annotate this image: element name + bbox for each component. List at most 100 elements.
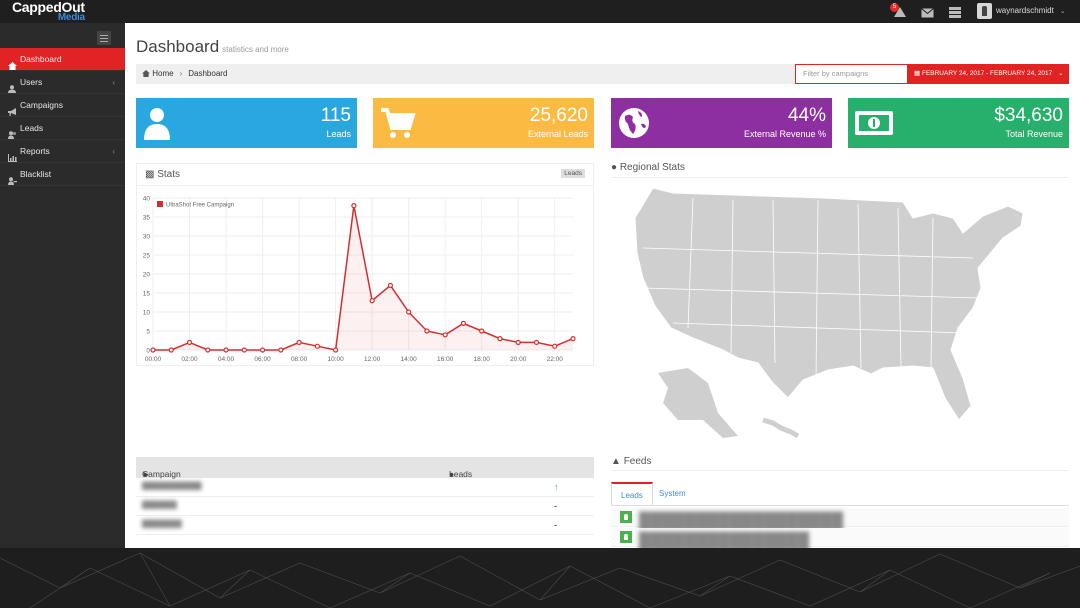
sidebar-item-reports[interactable]: Reports ‹ [0,140,125,163]
sidebar-item-dashboard[interactable]: Dashboard [0,48,131,71]
breadcrumb-separator: › [179,69,183,78]
users-icon [8,125,16,139]
data-point [205,347,211,353]
tab-leads[interactable]: Leads [611,482,653,506]
chevron-down-icon: ⌄ [1058,70,1064,77]
redacted-cell: ████████ [142,521,182,528]
data-point [223,347,229,353]
stat-value: 25,620 [529,105,588,126]
data-point [241,347,247,353]
users-icon: ● [449,469,455,479]
campaign-filter-input[interactable]: Filter by campaigns [795,64,908,84]
chevron-left-icon: ‹ [112,147,115,156]
page-subtitle: statistics and more [222,45,289,54]
x-tick-label: 00:00 [145,356,162,363]
data-point [278,347,284,353]
home-icon [142,65,150,85]
stat-value: 44% [787,105,826,126]
regional-stats-title: ● Regional Stats [611,162,685,173]
data-point [497,336,503,342]
y-tick-label: 15 [143,291,151,298]
data-point [406,309,412,315]
data-point [552,343,558,349]
date-range-button[interactable]: ▦ FEBRUARY 24, 2017 - FEBRUARY 24, 2017 … [908,64,1069,84]
column-header-label: Campaign [142,469,181,479]
stat-label: External Leads [527,129,588,139]
sidebar-item-label: Dashboard [20,54,62,64]
chevron-left-icon: ‹ [112,78,115,87]
bullhorn-icon: ► [142,469,151,479]
table-row[interactable]: ████████ - [136,516,594,535]
stats-title-text: Stats [157,169,181,180]
stat-box-external-leads: 25,620 External Leads [373,98,594,148]
table-row[interactable]: ████████████ ↑ [136,478,594,497]
us-map[interactable] [633,188,1033,440]
sidebar-item-label: Campaigns [20,100,63,110]
series-area [153,205,573,350]
data-point [333,347,339,353]
stat-box-total-revenue: $34,630 Total Revenue [848,98,1069,148]
x-tick-label: 06:00 [254,356,271,363]
x-tick-label: 12:00 [364,356,381,363]
data-point [387,282,393,289]
breadcrumb-current: Dashboard [188,69,228,78]
mail-icon[interactable] [921,5,935,18]
page-title: Dashboard statistics and more [136,37,289,57]
sidebar-item-label: Reports [20,146,50,156]
bar-chart-icon: ▩ [145,169,155,180]
y-tick-label: 35 [143,215,151,222]
redacted-cell: ████████████ [142,483,202,490]
tasks-icon[interactable] [949,5,963,18]
sidebar-toggle-button[interactable] [97,31,111,45]
sidebar-item-label: Users [20,77,43,87]
column-header-label: Leads [449,469,473,479]
logo-sub: Media [57,12,85,23]
y-tick-label: 20 [143,272,151,279]
feed-item[interactable]: ███████████████ [611,528,1069,548]
sidebar: Dashboard Users ‹ Campaigns Leads Report… [0,23,131,548]
notification-badge: 5 [890,3,899,12]
stat-label: Leads [326,129,351,139]
data-point [424,328,430,334]
sidebar-item-users[interactable]: Users ‹ [0,71,125,94]
feed-item[interactable]: ██████████████████ [611,508,1069,530]
user-menu[interactable]: waynardschmidt ⌄ [996,6,1066,15]
x-tick-label: 10:00 [327,356,344,363]
y-tick-label: 10 [143,310,151,317]
table-header: ► Campaign ● Leads [136,457,594,479]
data-point [168,347,174,353]
feeds-title-text: Feeds [623,456,652,467]
table-row[interactable]: ███████ - [136,497,594,516]
sidebar-item-leads[interactable]: Leads [0,117,125,140]
x-tick-label: 04:00 [218,356,235,363]
trend-neutral-icon: - [554,501,557,511]
redacted-cell: ██████████████████ [639,513,844,530]
bar-chart-icon [8,148,17,162]
data-point [570,336,576,342]
main-content: Dashboard statistics and more Home › Dashbo… [125,23,1080,548]
stat-box-external-revenue: 44% External Revenue % [611,98,832,148]
bullhorn-icon [8,102,16,116]
data-point [150,347,156,353]
tab-system[interactable]: System [659,489,686,498]
stat-value: 115 [320,105,351,126]
stats-panel-header: ▩ Stats Leads [137,164,593,186]
stat-label: External Revenue % [743,129,826,139]
sidebar-item-blacklist[interactable]: Blacklist [0,163,125,186]
app-logo[interactable]: CappedOut Media [12,0,85,23]
x-tick-label: 18:00 [474,356,491,363]
x-tick-label: 14:00 [401,356,418,363]
x-tick-label: 20:00 [510,356,527,363]
avatar[interactable] [977,3,992,19]
user-icon [142,104,180,142]
calendar-icon: ▦ [914,70,921,77]
alerts-icon[interactable] [893,5,907,17]
username-label: waynardschmidt [996,6,1054,15]
date-range-label: FEBRUARY 24, 2017 - FEBRUARY 24, 2017 [921,70,1053,77]
y-tick-label: 30 [143,234,151,241]
redacted-cell: ███████ [142,502,177,509]
x-tick-label: 16:00 [437,356,454,363]
breadcrumb-home-link[interactable]: Home [152,69,174,78]
logo-main: CappedOut [12,0,85,15]
sidebar-item-campaigns[interactable]: Campaigns [0,94,125,117]
